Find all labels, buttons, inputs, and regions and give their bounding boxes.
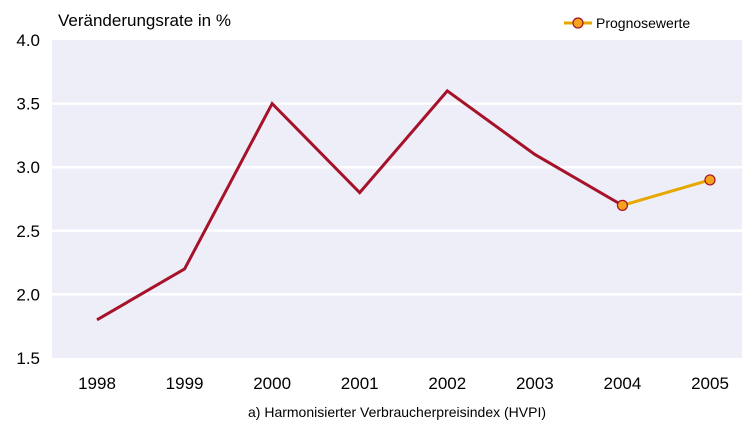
x-tick-label: 2004 <box>604 374 642 393</box>
y-tick-label: 4.0 <box>16 31 40 50</box>
x-tick-label: 1998 <box>78 374 116 393</box>
forecast-point <box>616 199 629 211</box>
x-tick-labels: 1998 1999 2000 2001 2002 2003 2004 2005 <box>78 374 729 393</box>
series-line-forecast <box>622 178 711 207</box>
x-tick-label: 2003 <box>516 374 554 393</box>
gridlines <box>52 102 742 296</box>
x-tick-label: 2001 <box>341 374 379 393</box>
x-tick-label: 1999 <box>166 374 204 393</box>
y-tick-label: 3.5 <box>16 95 40 114</box>
plot-background <box>52 40 742 358</box>
x-tick-label: 2002 <box>428 374 466 393</box>
x-axis-caption: a) Harmonisierter Verbraucherpreisindex … <box>248 404 546 420</box>
y-tick-label: 2.5 <box>16 222 40 241</box>
legend: Prognosewerte <box>564 15 690 31</box>
y-tick-label: 1.5 <box>16 349 40 368</box>
series-line-actual <box>96 88 624 322</box>
x-tick-label: 2005 <box>691 374 729 393</box>
forecast-point <box>704 174 716 186</box>
y-tick-label: 3.0 <box>16 158 40 177</box>
x-tick-label: 2000 <box>253 374 291 393</box>
series-group <box>96 88 716 322</box>
legend-marker <box>572 17 584 29</box>
y-tick-label: 2.0 <box>16 285 40 304</box>
y-tick-labels: 1.5 2.0 2.5 3.0 3.5 4.0 <box>16 31 40 368</box>
legend-label: Prognosewerte <box>596 15 690 31</box>
y-axis-title: Veränderungsrate in % <box>58 11 231 30</box>
